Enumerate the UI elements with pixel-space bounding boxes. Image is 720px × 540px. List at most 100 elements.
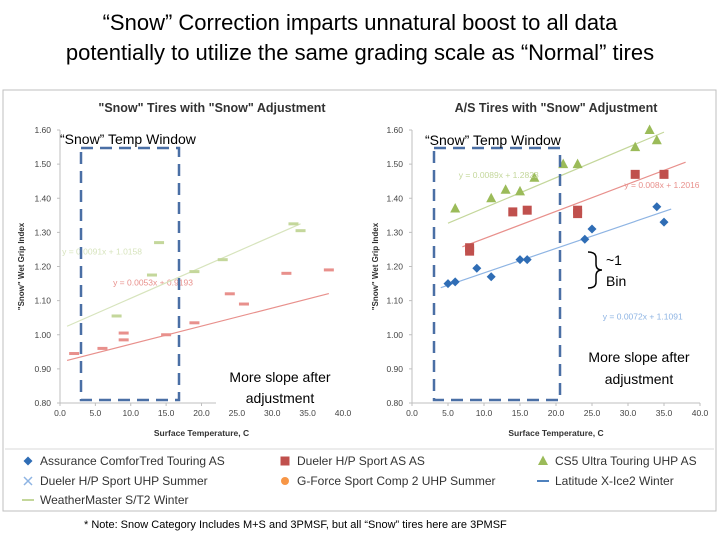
y-tick-label: 1.20	[386, 262, 403, 272]
y-tick-label: 0.90	[386, 364, 403, 374]
y-tick-label: 1.30	[34, 227, 51, 237]
y-tick-label: 0.90	[34, 364, 51, 374]
data-point	[189, 270, 200, 274]
y-tick-label: 1.40	[34, 193, 51, 203]
trendline	[440, 208, 672, 289]
trendline-equation: y = 0.008x + 1.2016	[624, 180, 699, 190]
data-point	[572, 158, 583, 169]
legend-marker	[280, 456, 290, 466]
data-point	[146, 273, 157, 277]
data-point	[522, 205, 532, 215]
series-assurance-comfortred-touring-as: y = 0.0072x + 1.1091	[440, 202, 683, 321]
y-tick-label: 1.00	[34, 330, 51, 340]
x-tick-label: 40.0	[692, 408, 709, 418]
series-weathermaster-s-t2-winter: y = 0.0091x + 1.0158	[62, 222, 306, 327]
x-tick-label: 10.0	[122, 408, 139, 418]
legend-marker	[281, 477, 289, 485]
bin-bracket	[587, 251, 603, 289]
data-point	[161, 333, 172, 337]
data-point	[288, 222, 299, 226]
data-point	[630, 141, 641, 152]
series-dueler-h-p-sport-as-as: y = 0.008x + 1.2016	[462, 161, 700, 256]
y-tick-label: 1.60	[34, 125, 51, 135]
data-point	[281, 271, 292, 275]
trendline	[66, 223, 301, 327]
x-tick-label: 25.0	[229, 408, 246, 418]
legend-marker	[538, 455, 548, 465]
trendline	[462, 161, 686, 248]
data-point	[630, 169, 640, 179]
legend-item-dueler-h-p-sport-as-as: Dueler H/P Sport AS AS	[280, 454, 425, 468]
footnote: * Note: Snow Category Includes M+S and 3…	[84, 519, 507, 531]
x-tick-label: 40.0	[335, 408, 352, 418]
data-point	[443, 279, 453, 289]
legend-item-g-force-sport-comp-2-uhp-summer: G-Force Sport Comp 2 UHP Summer	[281, 474, 496, 488]
data-point	[154, 241, 165, 245]
x-axis-label: Surface Temperature, C	[508, 428, 603, 438]
data-point	[465, 246, 475, 256]
snow-temp-window-left	[79, 146, 181, 402]
trendline-equation: y = 0.0089x + 1.2823	[459, 170, 539, 180]
trendline-equation: y = 0.0091x + 1.0158	[62, 247, 142, 257]
legend-label: Dueler H/P Sport AS AS	[297, 454, 425, 468]
data-point	[189, 321, 200, 325]
legend-label: WeatherMaster S/T2 Winter	[40, 493, 189, 507]
x-tick-label: 30.0	[264, 408, 281, 418]
y-tick-label: 1.20	[34, 262, 51, 272]
data-point	[486, 192, 497, 203]
series-latitude-x-ice2-winter: y = 0.0053x + 0.9193	[66, 268, 334, 362]
slope-note-right-line2: adjustment	[605, 371, 674, 387]
chart-panel-snow-tires: "Snow" Tires with "Snow" Adjustment0.800…	[17, 101, 352, 438]
legend-item-cs5-ultra-touring-uhp-as: CS5 Ultra Touring UHP AS	[538, 454, 697, 468]
chart-title: "Snow" Tires with "Snow" Adjustment	[98, 101, 326, 115]
x-tick-label: 10.0	[476, 408, 493, 418]
legend-item-assurance-comfortred-touring-as: Assurance ComforTred Touring AS	[23, 454, 225, 468]
chart-panel-as-tires: A/S Tires with "Snow" Adjustment 0.80 0.90…	[371, 101, 709, 438]
bin-label-line2: Bin	[606, 273, 626, 289]
legend-label: Dueler H/P Sport UHP Summer	[40, 474, 208, 488]
bin-label-line1: ~1	[606, 252, 622, 268]
window-label-left: “Snow” Temp Window	[60, 131, 197, 147]
data-point	[97, 346, 108, 350]
snow-temp-window-right	[432, 146, 562, 402]
title-line-1: “Snow” Correction imparts unnatural boos…	[102, 10, 618, 35]
x-tick-label: 25.0	[584, 408, 601, 418]
data-point	[515, 185, 525, 196]
data-point	[69, 352, 80, 356]
trendline-equation: y = 0.0072x + 1.1091	[603, 311, 683, 321]
slope-note-left-line1: More slope after	[229, 369, 330, 385]
data-point	[118, 338, 129, 342]
legend-item-dueler-h-p-sport-uhp-summer: Dueler H/P Sport UHP Summer	[23, 474, 208, 488]
y-tick-label: 1.60	[386, 125, 403, 135]
legend: Assurance ComforTred Touring AS Dueler H/…	[22, 454, 697, 507]
data-point	[472, 263, 482, 273]
y-tick-label: 1.40	[386, 193, 403, 203]
y-tick-label: 0.80	[386, 398, 403, 408]
x-axis-label: Surface Temperature, C	[154, 428, 249, 438]
x-tick-label: 20.0	[193, 408, 210, 418]
data-point	[500, 184, 511, 194]
data-point	[295, 229, 306, 233]
legend-label: Assurance ComforTred Touring AS	[40, 454, 225, 468]
data-point	[323, 268, 334, 272]
x-tick-label: 0.0	[54, 408, 66, 418]
data-point	[486, 272, 496, 282]
legend-label: Latitude X-Ice2 Winter	[555, 474, 674, 488]
legend-label: G-Force Sport Comp 2 UHP Summer	[297, 474, 496, 488]
slope-note-left-line2: adjustment	[246, 390, 315, 406]
slope-note-left-bg	[216, 368, 344, 408]
data-point	[217, 258, 228, 262]
data-point	[651, 134, 662, 145]
window-label-right: “Snow” Temp Window	[425, 132, 562, 148]
slope-note-right-line1: More slope after	[588, 349, 689, 365]
title-line-2: potentially to utilize the same grading …	[65, 40, 655, 65]
y-axis-label: "Snow" Wet Grip Index	[371, 222, 380, 310]
data-point	[573, 209, 583, 219]
x-tick-label: 0.0	[406, 408, 418, 418]
x-tick-label: 5.0	[89, 408, 101, 418]
trendline-equation: y = 0.0053x + 0.9193	[113, 277, 193, 287]
trendline	[66, 292, 329, 362]
legend-item-weathermaster-s-t2-winter: WeatherMaster S/T2 Winter	[22, 493, 189, 507]
data-point	[659, 169, 669, 179]
